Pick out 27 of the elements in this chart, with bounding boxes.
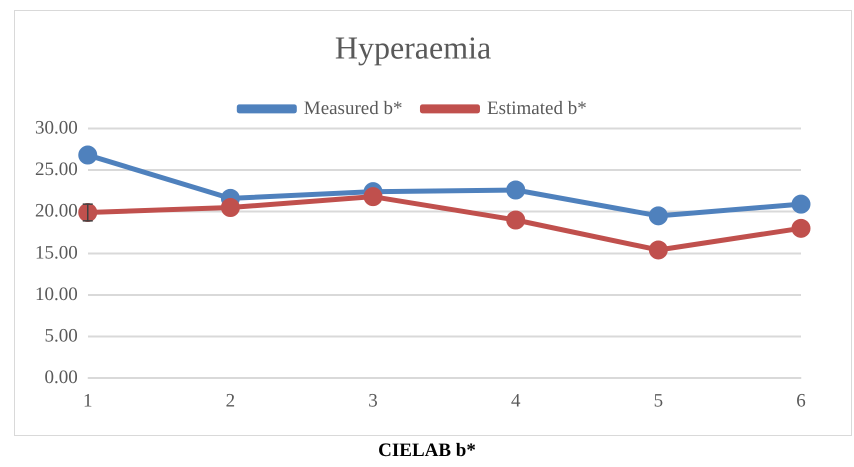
- y-tick-label: 20.00: [35, 200, 78, 222]
- y-tick-label: 25.00: [35, 159, 78, 180]
- legend-label: Estimated b*: [486, 98, 587, 119]
- point: [792, 218, 810, 238]
- point: [648, 240, 668, 260]
- point: [506, 210, 526, 230]
- point: [648, 206, 668, 226]
- point: [78, 203, 98, 222]
- x-tick-label: 4: [510, 390, 521, 412]
- x-axis-title: CIELAB b*: [377, 440, 477, 462]
- y-tick-label: 5.00: [44, 326, 78, 347]
- point: [792, 194, 810, 214]
- y-tick-label: 10.00: [35, 284, 78, 305]
- legend-label: Measured b*: [304, 98, 402, 119]
- x-tick-label: 3: [368, 390, 378, 412]
- chart-title: Hyperaemia: [334, 30, 492, 66]
- point: [506, 180, 526, 200]
- y-tick-label: 15.00: [35, 242, 78, 264]
- x-tick-label: 5: [654, 390, 664, 412]
- x-tick-label: 1: [83, 390, 92, 412]
- point: [78, 146, 98, 165]
- x-tick-label: 2: [226, 390, 236, 412]
- y-tick-label: 30.00: [35, 117, 78, 138]
- y-tick-label: 0.00: [44, 367, 78, 388]
- point: [220, 198, 240, 218]
- x-tick-label: 6: [796, 390, 806, 412]
- point: [364, 187, 383, 206]
